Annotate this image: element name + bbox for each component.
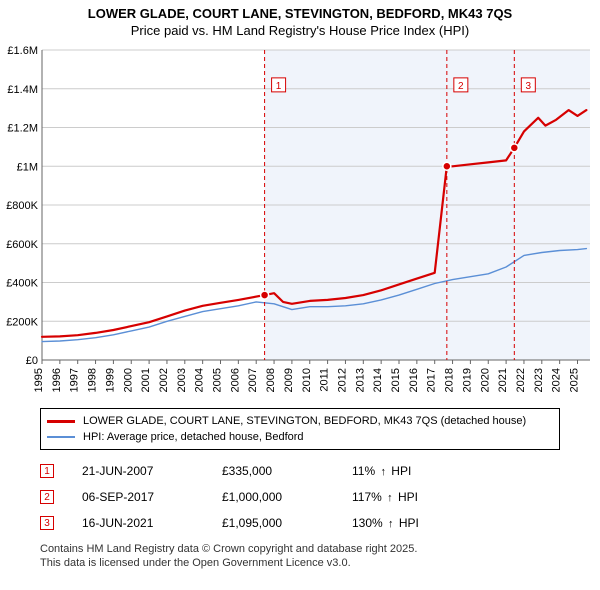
xtick-label: 2005: [212, 368, 224, 392]
ytick-label: £800K: [6, 200, 38, 212]
sale-marker-dot: [443, 162, 451, 170]
chart-area: £0 £200K £400K £600K £800K £1M £1.2M £1.4M £1.6M…: [0, 42, 600, 402]
xtick-label: 2010: [301, 368, 313, 392]
xtick-label: 2025: [569, 368, 581, 392]
xtick-label: 2000: [122, 368, 134, 392]
xtick-label: 1999: [104, 368, 116, 392]
chart-svg: £0 £200K £400K £600K £800K £1M £1.2M £1.4M £1.6M…: [0, 42, 600, 402]
ytick-label: £400K: [6, 278, 38, 290]
xtick-label: 2001: [140, 368, 152, 392]
xtick-label: 1996: [51, 368, 63, 392]
ytick-label: £600K: [6, 239, 38, 251]
footer-line1: Contains HM Land Registry data © Crown c…: [40, 542, 600, 556]
xtick-label: 2021: [497, 368, 509, 392]
legend-row: HPI: Average price, detached house, Bedf…: [47, 429, 553, 445]
title-line1: LOWER GLADE, COURT LANE, STEVINGTON, BED…: [0, 6, 600, 21]
xtick-label: 2002: [158, 368, 170, 392]
sale-marker-number: 3: [526, 81, 532, 92]
arrow-up-icon: ↑: [380, 466, 386, 478]
xtick-label: 2014: [372, 368, 384, 392]
xtick-label: 2007: [247, 368, 259, 392]
ytick-label: £1.2M: [7, 123, 38, 135]
xtick-label: 2018: [444, 368, 456, 392]
sales-date: 06-SEP-2017: [82, 490, 222, 504]
sales-date: 21-JUN-2007: [82, 464, 222, 478]
xtick-label: 2006: [229, 368, 241, 392]
ytick-label: £0: [26, 355, 38, 367]
xtick-label: 2004: [194, 368, 206, 392]
ytick-label: £1M: [17, 161, 38, 173]
sales-pct: 130% ↑ HPI: [352, 516, 512, 530]
xtick-label: 2022: [515, 368, 527, 392]
sales-price: £1,000,000: [222, 490, 352, 504]
xtick-label: 2012: [336, 368, 348, 392]
xtick-label: 2003: [176, 368, 188, 392]
sales-date: 16-JUN-2021: [82, 516, 222, 530]
xtick-label: 2023: [533, 368, 545, 392]
xtick-label: 2024: [551, 368, 563, 392]
xtick-label: 2019: [461, 368, 473, 392]
sales-price: £335,000: [222, 464, 352, 478]
sales-marker-badge: 1: [40, 464, 54, 478]
title-line2: Price paid vs. HM Land Registry's House …: [0, 23, 600, 38]
legend-label: HPI: Average price, detached house, Bedf…: [83, 431, 304, 443]
xtick-label: 2017: [426, 368, 438, 392]
xtick-label: 2008: [265, 368, 277, 392]
title-block: LOWER GLADE, COURT LANE, STEVINGTON, BED…: [0, 0, 600, 42]
sales-pct: 11% ↑ HPI: [352, 464, 512, 478]
xtick-label: 2011: [319, 368, 331, 392]
sale-marker-dot: [510, 144, 518, 152]
arrow-up-icon: ↑: [387, 492, 393, 504]
sale-marker-number: 1: [276, 81, 282, 92]
legend-row: LOWER GLADE, COURT LANE, STEVINGTON, BED…: [47, 413, 553, 429]
xtick-label: 1995: [33, 368, 45, 392]
ytick-label: £1.6M: [7, 45, 38, 57]
xtick-label: 2016: [408, 368, 420, 392]
sale-marker-number: 2: [458, 81, 464, 92]
footer-note: Contains HM Land Registry data © Crown c…: [40, 542, 600, 571]
sales-row: 2 06-SEP-2017£1,000,000117% ↑ HPI: [40, 484, 580, 510]
legend-swatch: [47, 420, 75, 423]
sales-table: 1 21-JUN-2007£335,00011% ↑ HPI 2 06-SEP-201…: [40, 458, 580, 536]
sales-pct: 117% ↑ HPI: [352, 490, 512, 504]
sales-row: 1 21-JUN-2007£335,00011% ↑ HPI: [40, 458, 580, 484]
sales-row: 3 16-JUN-2021£1,095,000130% ↑ HPI: [40, 510, 580, 536]
chart-container: LOWER GLADE, COURT LANE, STEVINGTON, BED…: [0, 0, 600, 571]
xtick-label: 2009: [283, 368, 295, 392]
xtick-label: 2020: [479, 368, 491, 392]
legend-swatch: [47, 436, 75, 438]
legend-label: LOWER GLADE, COURT LANE, STEVINGTON, BED…: [83, 415, 526, 427]
xtick-label: 2015: [390, 368, 402, 392]
ytick-label: £200K: [6, 316, 38, 328]
footer-line2: This data is licensed under the Open Gov…: [40, 556, 600, 570]
ytick-label: £1.4M: [7, 84, 38, 96]
xtick-label: 1997: [69, 368, 81, 392]
sales-marker-badge: 2: [40, 490, 54, 504]
legend-box: LOWER GLADE, COURT LANE, STEVINGTON, BED…: [40, 408, 560, 450]
arrow-up-icon: ↑: [388, 518, 394, 530]
xtick-label: 1998: [87, 368, 99, 392]
sales-price: £1,095,000: [222, 516, 352, 530]
sale-marker-dot: [261, 291, 269, 299]
xtick-label: 2013: [354, 368, 366, 392]
sales-marker-badge: 3: [40, 516, 54, 530]
